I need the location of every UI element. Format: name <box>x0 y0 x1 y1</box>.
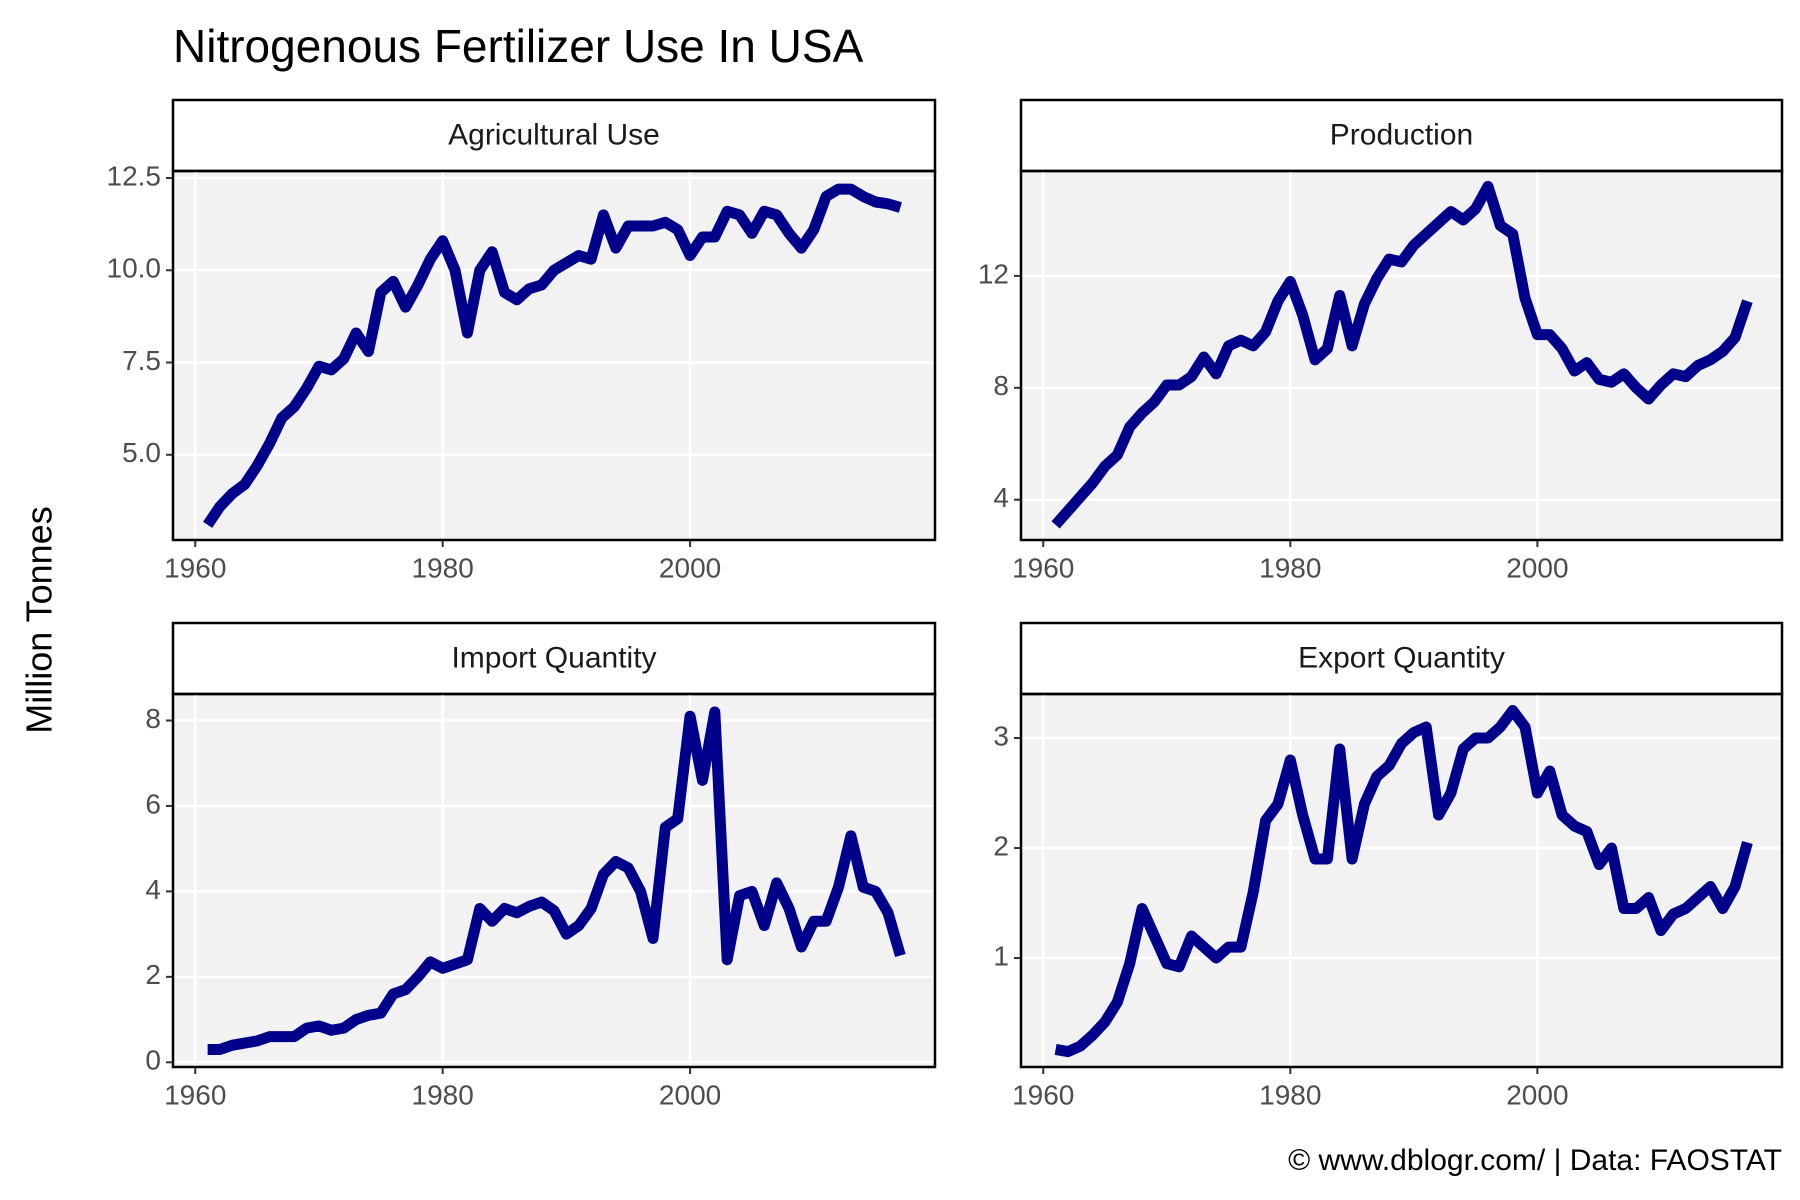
chart-title: Nitrogenous Fertilizer Use In USA <box>173 20 864 72</box>
panel-background <box>1021 694 1782 1067</box>
x-tick-label: 1960 <box>164 552 226 583</box>
y-tick-label: 0 <box>145 1045 161 1076</box>
x-tick-label: 2000 <box>659 1079 721 1110</box>
strip-label: Production <box>1330 118 1473 151</box>
data-line <box>203 183 902 528</box>
y-tick-label: 5.0 <box>122 437 161 468</box>
panel-border <box>171 169 937 542</box>
y-tick-label: 1 <box>993 940 1009 971</box>
strip <box>171 98 937 173</box>
y-tick-label: 8 <box>993 370 1009 401</box>
y-tick-label: 6 <box>145 788 161 819</box>
x-tick-label: 2000 <box>659 552 721 583</box>
y-axis-label: Million Tonnes <box>19 506 60 733</box>
y-tick-label: 12.5 <box>107 160 162 191</box>
panel-border <box>171 692 937 1069</box>
y-tick-label: 12 <box>978 258 1009 289</box>
x-tick-label: 1980 <box>1259 552 1321 583</box>
y-tick-label: 4 <box>993 482 1009 513</box>
x-tick-label: 1980 <box>412 1079 474 1110</box>
panel-background <box>173 694 935 1067</box>
y-tick-label: 4 <box>145 874 161 905</box>
y-tick-label: 8 <box>145 703 161 734</box>
data-line <box>1054 705 1753 1058</box>
x-tick-label: 1960 <box>1012 552 1074 583</box>
panel-border <box>1019 692 1784 1069</box>
panel-border <box>1019 169 1784 542</box>
x-tick-label: 2000 <box>1506 552 1568 583</box>
caption: © www.dblogr.com/ | Data: FAOSTAT <box>1288 1144 1782 1177</box>
y-tick-label: 2 <box>145 959 161 990</box>
x-tick-label: 2000 <box>1506 1079 1568 1110</box>
strip-label: Import Quantity <box>451 641 656 674</box>
strip <box>1019 621 1784 696</box>
strip <box>1019 98 1784 173</box>
y-tick-label: 2 <box>993 830 1009 861</box>
x-tick-label: 1960 <box>1012 1079 1074 1110</box>
data-line <box>1051 180 1753 529</box>
strip <box>171 621 937 696</box>
x-tick-label: 1980 <box>412 552 474 583</box>
y-tick-label: 7.5 <box>122 345 161 376</box>
y-tick-label: 3 <box>993 720 1009 751</box>
data-line <box>207 706 906 1055</box>
panel-background <box>1021 171 1782 540</box>
strip-label: Export Quantity <box>1298 641 1505 674</box>
y-tick-label: 10.0 <box>107 253 162 284</box>
x-tick-label: 1980 <box>1259 1079 1321 1110</box>
x-tick-label: 1960 <box>164 1079 226 1110</box>
strip-label: Agricultural Use <box>448 118 660 151</box>
